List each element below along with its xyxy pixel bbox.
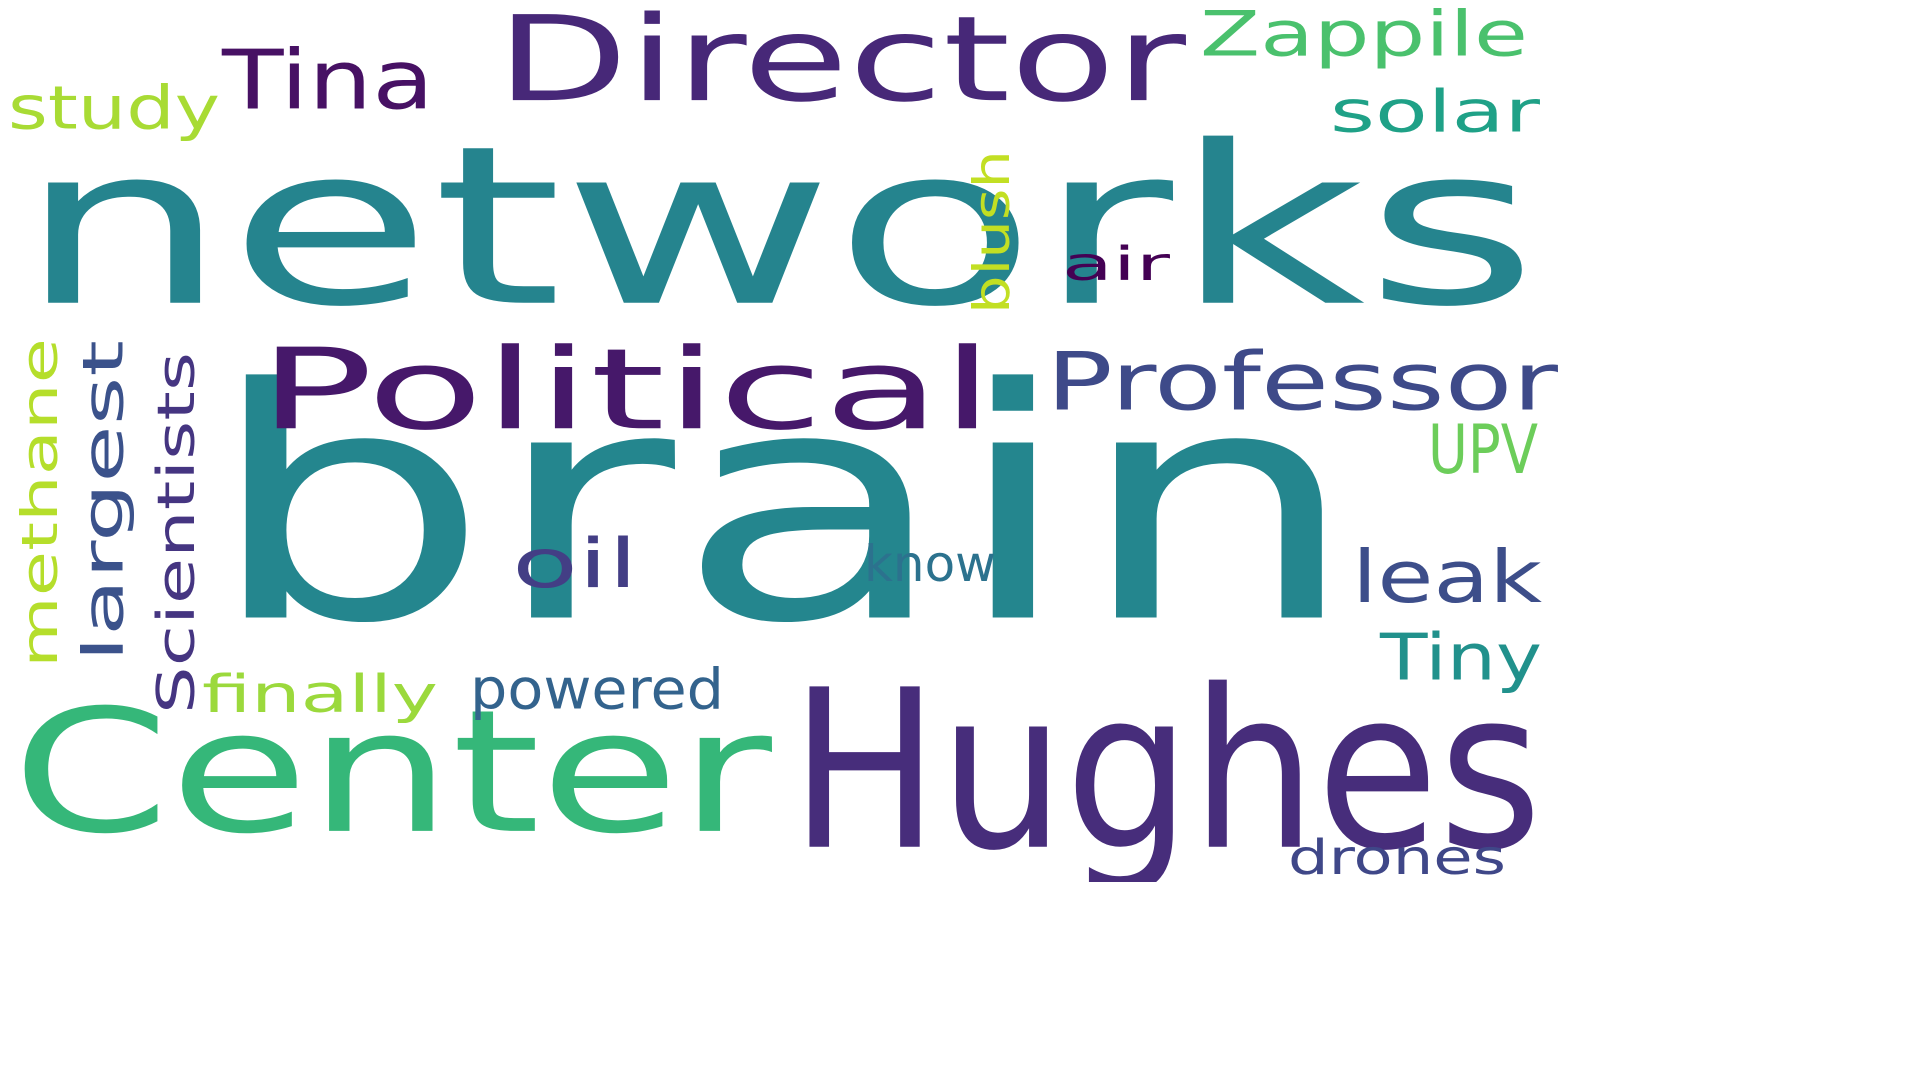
word-center: Center — [12, 673, 772, 872]
word-cloud: brain networks Hughes Center Director Po… — [8, 0, 1558, 882]
word-political: Political — [258, 324, 994, 455]
word-powered: powered — [470, 656, 724, 723]
word-finally: finally — [202, 663, 438, 725]
word-oil: oil — [512, 524, 638, 604]
word-hughes: Hughes — [790, 643, 1542, 882]
word-solar: solar — [1330, 78, 1540, 146]
word-director: Director — [496, 0, 1186, 129]
word-brain: brain — [205, 321, 1360, 694]
word-scientists: Scientists — [145, 352, 207, 714]
word-upv: UPV — [1428, 410, 1538, 490]
word-blush: blush — [963, 150, 1022, 314]
word-methane: methane — [11, 338, 70, 668]
word-know: know — [864, 535, 996, 594]
word-leak: leak — [1352, 535, 1542, 620]
word-professor: Professor — [1046, 335, 1558, 429]
word-air: air — [1062, 238, 1170, 292]
word-study: study — [8, 73, 221, 143]
word-networks: networks — [18, 99, 1538, 356]
word-largest: largest — [70, 340, 137, 662]
word-zappile: Zappile — [1200, 0, 1528, 71]
word-drones: drones — [1288, 829, 1506, 882]
word-tiny: Tiny — [1380, 620, 1542, 695]
word-tina: Tina — [222, 33, 434, 129]
